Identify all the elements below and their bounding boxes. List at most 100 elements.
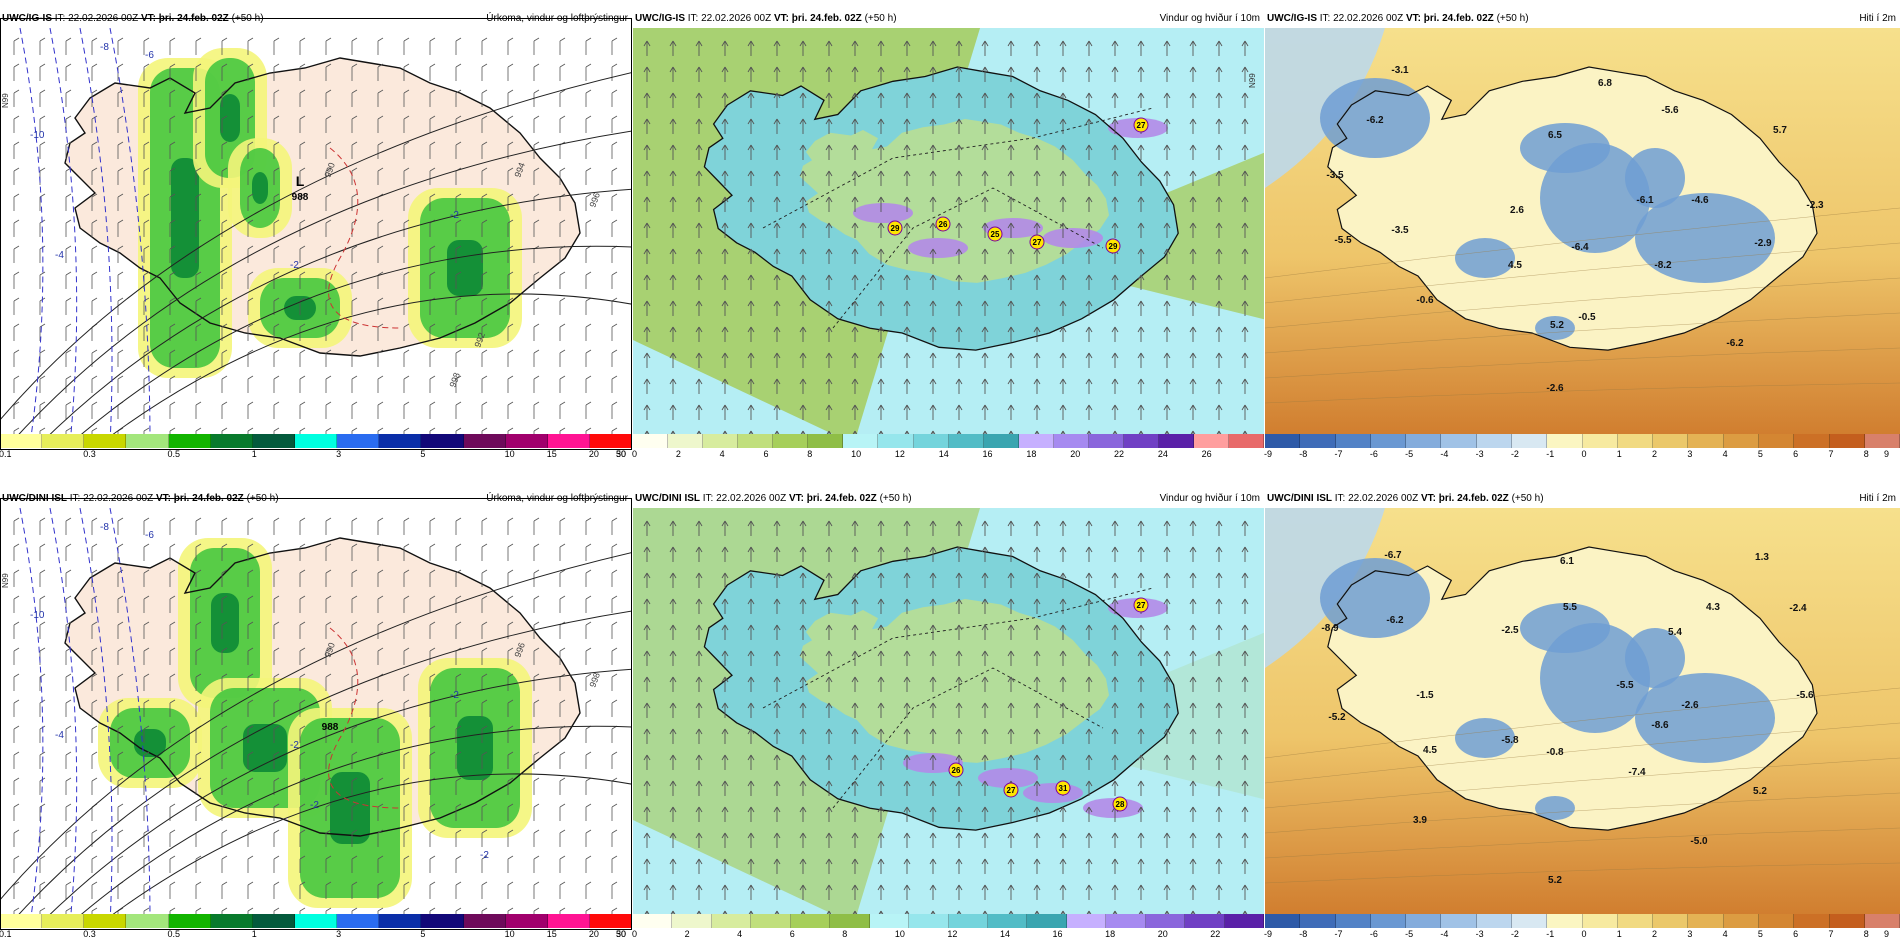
legend-swatch [738, 434, 774, 448]
wind-barb [585, 569, 592, 587]
wind-barb [1033, 170, 1041, 186]
wind-barb [351, 245, 358, 263]
wind-barb [747, 702, 755, 718]
isobar [99, 773, 632, 924]
wind-barb [169, 401, 176, 419]
wind-barb [91, 245, 98, 263]
temp-value: -2.9 [1754, 238, 1772, 249]
wind-barb [1085, 884, 1093, 900]
wind-barb [585, 323, 592, 341]
wind-barb [1189, 546, 1197, 562]
wind-barb [195, 401, 202, 419]
wind-barb [955, 378, 963, 394]
wind-barb [611, 375, 618, 393]
legend-tick: -2 [1510, 449, 1519, 459]
wind-barb [669, 546, 677, 562]
temp-value: -8.9 [1321, 623, 1339, 634]
wind-barb [1137, 728, 1145, 744]
wind-barb [13, 777, 20, 795]
wind-barb [903, 222, 911, 238]
wind-barb [1059, 858, 1067, 874]
wind-barb [507, 777, 514, 795]
wind-barb [585, 89, 592, 107]
wind-barb [533, 595, 540, 613]
wind-barb [851, 702, 859, 718]
wind-barb [13, 517, 20, 535]
wind-barb [981, 754, 989, 770]
wind-barb [643, 832, 651, 848]
legend-swatch [1106, 914, 1146, 928]
gust-value: 29 [1109, 242, 1118, 251]
wind-barb [695, 520, 703, 536]
wind-barb [221, 297, 228, 315]
wind-barb [1163, 546, 1171, 562]
wind-barb [377, 37, 384, 55]
legend-swatch [1829, 434, 1865, 448]
wind-barb [877, 222, 885, 238]
wind-barb [247, 219, 254, 237]
wind-barb [1189, 222, 1197, 238]
wind-barb [611, 673, 618, 691]
wind-barb [559, 777, 566, 795]
wind-barb [643, 598, 651, 614]
wind-barb [559, 349, 566, 367]
legend-tick: 18 [1026, 449, 1037, 459]
wind-barb [929, 66, 937, 82]
legend-swatch [843, 434, 879, 448]
wind-barb [929, 858, 937, 874]
wind-barb [299, 751, 306, 769]
valid-time: þri. 24.feb. 02Z [806, 493, 877, 504]
wind-barb [65, 543, 72, 561]
precip-core [243, 724, 287, 772]
wind-barb [507, 89, 514, 107]
wind-barb [1215, 404, 1223, 420]
wind-barb [325, 63, 332, 81]
wind-barb [799, 118, 807, 134]
legend-swatch [421, 914, 464, 928]
wind-barb [955, 702, 963, 718]
wind-barb [507, 595, 514, 613]
wind-barb [247, 193, 254, 211]
wind-barb [955, 40, 963, 56]
legend-tick: 2 [675, 449, 681, 459]
wind-barb [247, 855, 254, 873]
wind-barb [1007, 274, 1015, 290]
wind-barb [643, 66, 651, 82]
isotherm [1265, 687, 1900, 759]
wind-barb [799, 378, 807, 394]
wind-barb [1137, 572, 1145, 588]
wind-barb [143, 141, 150, 159]
it-label: IT: [702, 493, 714, 504]
wind-barb [851, 806, 859, 822]
legend-swatch [948, 434, 984, 448]
legend-tick: -1 [1546, 449, 1555, 459]
legend-tick: 20 [588, 449, 599, 459]
wind-barb [1215, 832, 1223, 848]
wind-barb [981, 144, 989, 160]
wind-barb [429, 141, 436, 159]
wind-barb [65, 297, 72, 315]
wind-barb [643, 806, 651, 822]
wind-barb [351, 621, 358, 639]
legend-swatch [913, 434, 949, 448]
legend-swatch [1688, 434, 1724, 448]
wind-barb [825, 378, 833, 394]
wind-barb [403, 193, 410, 211]
wind-barb [1033, 884, 1041, 900]
legend-swatch [1511, 914, 1548, 928]
wind-barb [91, 855, 98, 873]
legend-tick: 4 [737, 929, 743, 939]
wind-barb [1007, 170, 1015, 186]
wind-barb [247, 63, 254, 81]
legend-swatch [1864, 914, 1900, 928]
legend-swatch [505, 914, 548, 928]
wind-barb [903, 92, 911, 108]
wind-barb [299, 569, 306, 587]
legend-swatch [1265, 434, 1301, 448]
wind-barb [1215, 326, 1223, 342]
wind-barb [851, 728, 859, 744]
wind-barb [1085, 352, 1093, 368]
wind-barb [325, 517, 332, 535]
legend-tick: 22 [1114, 449, 1125, 459]
legend-swatch [210, 914, 253, 928]
